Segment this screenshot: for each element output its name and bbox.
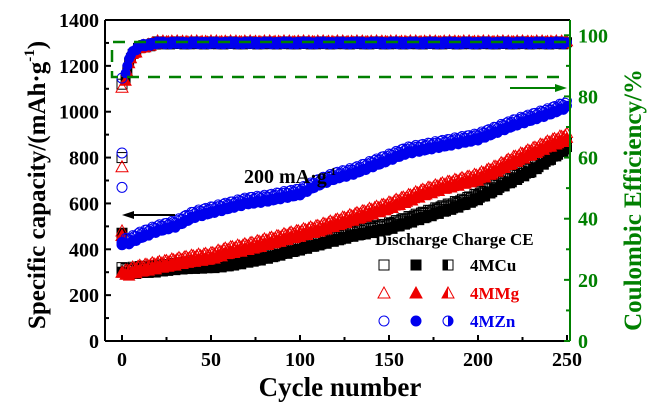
plot-data [115, 33, 574, 281]
y-tick-label: 1400 [59, 10, 99, 32]
x-tick-label: 100 [285, 349, 315, 371]
y2-tick-label: 40 [578, 209, 598, 231]
y-tick-label: 800 [69, 148, 99, 170]
y2-tick-label: 100 [578, 25, 608, 47]
x-tick-label: 250 [552, 349, 582, 371]
ce-highlight-box [110, 40, 566, 79]
first-cycle-charge-point [116, 236, 128, 248]
y-axis-title: Specific capacity/(mAh·g-1) [22, 41, 51, 329]
first-cycle-charge-point [115, 265, 129, 278]
x-tick-label: 150 [374, 349, 404, 371]
y2-tick-label: 60 [578, 148, 598, 170]
legend-marker-discharge [378, 315, 390, 327]
x-tick-label: 0 [117, 349, 127, 371]
legend-marker-ce [442, 259, 454, 271]
y2-tick-label: 20 [578, 270, 598, 292]
legend-entry-4mcu: 4MCu [378, 256, 516, 275]
legend-marker-ce [441, 285, 455, 299]
first-cycle-discharge-point [115, 159, 129, 173]
legend-marker-discharge [377, 285, 391, 299]
ce-dashed-box [110, 40, 566, 79]
y-tick-label: 0 [89, 331, 99, 353]
legend-marker-charge [410, 259, 422, 271]
y2-tick-label: 80 [578, 86, 598, 108]
x-tick-label: 50 [201, 349, 221, 371]
legend: Discharge Charge CE 4MCu 4MMg 4MZn [375, 230, 534, 331]
legend-label: 4MZn [470, 312, 516, 331]
legend-label: 4MMg [470, 284, 520, 303]
arrow-head [122, 211, 134, 219]
first-cycle-discharge-point [116, 147, 128, 159]
y-tick-label: 1200 [59, 56, 99, 78]
first-cycle-ce-point [115, 80, 129, 93]
y-axis-title-sup: -1 [22, 49, 38, 62]
y2-axis-title: Coulombic Efficiency/% [620, 69, 647, 331]
y-tick-label: 200 [69, 285, 99, 307]
y-tick-label: 400 [69, 239, 99, 261]
x-tick-label: 200 [463, 349, 493, 371]
first-cycle-discharge-point [116, 181, 128, 193]
y-tick-label: 1000 [59, 102, 99, 124]
legend-entry-4mmg: 4MMg [377, 284, 520, 303]
y-tick-label: 600 [69, 193, 99, 215]
legend-entry-4mzn: 4MZn [378, 312, 516, 331]
legend-header: Discharge Charge CE [375, 230, 534, 249]
axis-arrows [122, 84, 567, 219]
arrow-left-capacity-axis [122, 211, 175, 219]
x-axis-title: Cycle number [259, 372, 422, 402]
legend-marker-charge [409, 285, 423, 299]
arrow-head [555, 84, 567, 92]
y2-tick-label: 0 [578, 331, 588, 353]
annotation-current-density: 200 mA·g-1 [244, 166, 336, 188]
legend-marker-charge [410, 315, 422, 327]
legend-label: 4MCu [470, 256, 516, 275]
arrow-right-ce-axis [510, 84, 567, 92]
annotation-sup: -1 [327, 166, 336, 178]
legend-marker-ce-half [443, 260, 448, 270]
legend-marker-ce-half [448, 316, 453, 326]
ticks: 0 50 100 150 200 2500200400600800100012001400… [59, 10, 608, 371]
legend-marker-discharge [378, 259, 390, 271]
legend-marker-ce-half [442, 287, 448, 298]
legend-marker-ce [442, 315, 454, 327]
first-cycle-discharge-point [116, 152, 128, 164]
